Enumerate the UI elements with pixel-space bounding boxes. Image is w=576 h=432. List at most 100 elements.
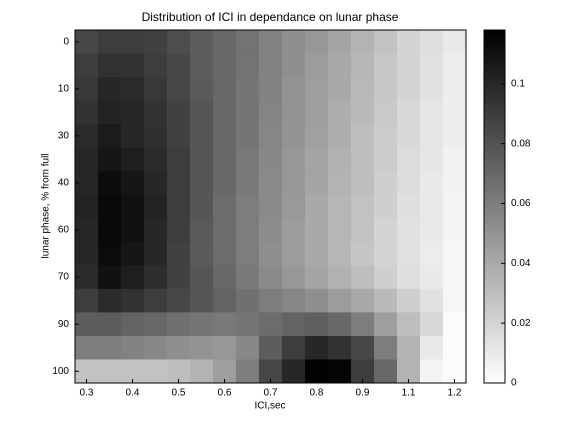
heatmap-cell [75,359,99,384]
x-tick-label: 1.1 [402,388,416,399]
heatmap-cell [305,171,329,196]
heatmap-cell [305,312,329,337]
heatmap-cell [75,147,99,172]
heatmap-cell [236,124,260,149]
heatmap-cell [443,171,467,196]
heatmap-cell [167,53,191,78]
heatmap-cell [75,171,99,196]
heatmap-cell [328,265,352,290]
heatmap-cell [328,171,352,196]
heatmap-cell [121,218,145,243]
heatmap-cell [121,100,145,125]
heatmap-cell [282,194,306,219]
x-tick-label: 0.4 [126,388,140,399]
heatmap-cell [259,77,283,102]
heatmap-cell [144,30,168,55]
heatmap-cell [305,265,329,290]
heatmap-cell [351,147,375,172]
heatmap-cell [144,171,168,196]
heatmap-cell [144,147,168,172]
heatmap-cell [213,30,237,55]
x-tick-label: 0.8 [310,388,324,399]
heatmap-cell [328,100,352,125]
heatmap-cell [282,241,306,266]
heatmap-cell [397,124,421,149]
heatmap-cell [213,124,237,149]
heatmap-cell [190,194,214,219]
heatmap-cell [443,100,467,125]
heatmap-cell [282,265,306,290]
heatmap-cell [167,265,191,290]
heatmap-cell [420,171,444,196]
heatmap-cell [305,288,329,313]
heatmap-cell [443,194,467,219]
heatmap-cell [236,335,260,360]
heatmap-cell [259,53,283,78]
x-axis-label: ICI,sec [254,401,285,412]
heatmap-cell [328,30,352,55]
heatmap-cell [144,124,168,149]
heatmap-cell [259,265,283,290]
heatmap-cell [190,53,214,78]
y-tick-label: 100 [52,366,69,377]
heatmap-cell [374,171,398,196]
heatmap-cell [98,53,122,78]
heatmap-cell [167,359,191,384]
heatmap-cell [374,30,398,55]
heatmap-cell [98,241,122,266]
y-tick-label: 60 [58,225,70,236]
heatmap-cell [328,124,352,149]
heatmap-cell [351,312,375,337]
heatmap-cell [213,288,237,313]
heatmap-cell [213,265,237,290]
heatmap-cell [75,312,99,337]
heatmap-cell [282,30,306,55]
heatmap-cell [374,241,398,266]
heatmap-cell [190,77,214,102]
heatmap-cell [167,218,191,243]
heatmap-cell [98,218,122,243]
x-tick-label: 0.9 [356,388,370,399]
heatmap-cell [190,359,214,384]
heatmap-cell [374,147,398,172]
heatmap-cell [420,312,444,337]
heatmap-cell [305,147,329,172]
heatmap-cell [351,265,375,290]
x-tick-label: 0.5 [172,388,186,399]
heatmap-cell [190,147,214,172]
heatmap-cell [397,335,421,360]
heatmap-cell [236,288,260,313]
y-tick-label: 10 [58,83,70,94]
heatmap-cell [259,312,283,337]
heatmap-cell [98,194,122,219]
y-tick-label: 90 [58,319,70,330]
x-tick-label: 0.7 [264,388,278,399]
heatmap-cell [351,171,375,196]
y-axis-label: lunar phase, % from full [41,153,52,258]
heatmap-cell [443,265,467,290]
heatmap-cell [397,265,421,290]
heatmap-cell [121,335,145,360]
heatmap-cell [305,218,329,243]
heatmap-cell [397,147,421,172]
heatmap-cell [351,194,375,219]
heatmap-cell [213,335,237,360]
heatmap-cell [121,194,145,219]
heatmap-cell [75,77,99,102]
heatmap-cell [420,124,444,149]
heatmap-cell [213,171,237,196]
heatmap-cell [144,100,168,125]
heatmap-cell [420,194,444,219]
heatmap-cell [282,312,306,337]
heatmap-cell [259,241,283,266]
heatmap-cell [443,241,467,266]
heatmap-cell [121,359,145,384]
heatmap-cell [351,288,375,313]
heatmap-cell [443,77,467,102]
heatmap-cell [374,124,398,149]
heatmap-cell [75,53,99,78]
heatmap-cell [121,171,145,196]
heatmap-cell [98,265,122,290]
heatmap-cell [328,194,352,219]
heatmap-cell [397,171,421,196]
